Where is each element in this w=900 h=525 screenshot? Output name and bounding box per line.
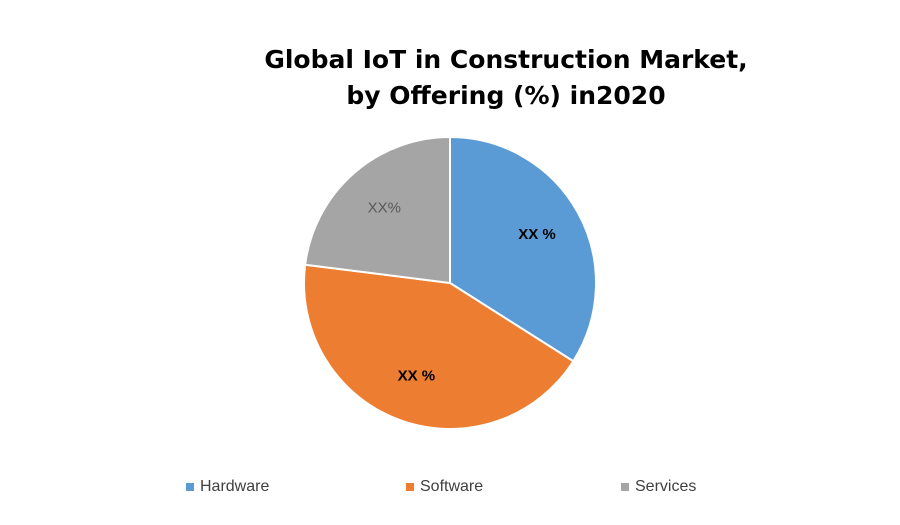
slice-label-services: XX% xyxy=(368,199,401,216)
slice-label-software: XX % xyxy=(398,367,436,384)
legend-label-services: Services xyxy=(635,478,697,495)
chart-title-line-2: by Offering (%) in2020 xyxy=(346,81,666,110)
legend-swatch-services xyxy=(621,483,629,491)
legend-label-software: Software xyxy=(420,478,484,495)
legend-item-hardware: Hardware xyxy=(186,478,269,496)
legend-item-services: Services xyxy=(621,478,696,496)
pie-slice-labels: XX % XX % XX% xyxy=(368,199,556,384)
legend-item-software: Software xyxy=(406,478,483,496)
slice-label-hardware: XX % xyxy=(518,226,556,243)
pie-slice-services xyxy=(304,135,451,285)
chart-legend: Hardware Software Services xyxy=(0,478,900,500)
legend-swatch-hardware xyxy=(186,483,194,491)
chart-title-line-1: Global IoT in Construction Market, xyxy=(264,45,748,74)
pie-slice-software xyxy=(303,263,575,430)
legend-swatch-software xyxy=(406,483,414,491)
legend-label-hardware: Hardware xyxy=(200,478,270,495)
pie-slices xyxy=(303,135,597,430)
